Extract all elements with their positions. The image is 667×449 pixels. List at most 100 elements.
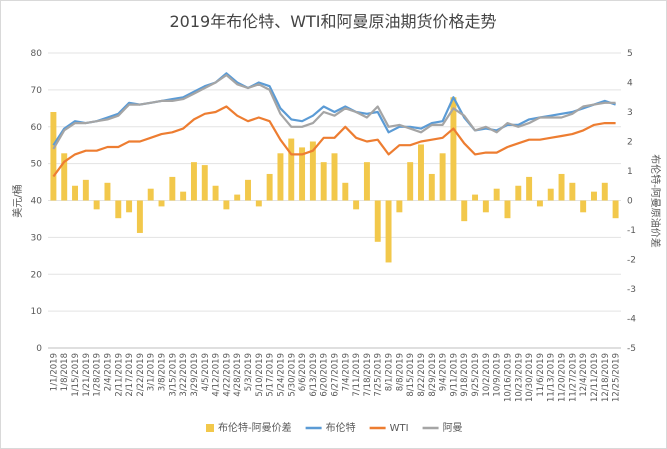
y-tick-right: -2 (627, 256, 636, 266)
spread-bar (104, 182, 111, 201)
y-tick-left: 20 (31, 270, 43, 280)
x-tick-label: 10/2/2019 (482, 353, 492, 397)
spread-bar (245, 179, 251, 201)
legend-label: 布伦特-阿曼价差 (218, 421, 292, 434)
x-tick-label: 1/1/2019 (49, 353, 59, 391)
x-tick-label: 4/12/2019 (212, 353, 222, 397)
spread-bar (558, 173, 565, 201)
spread-bar (190, 162, 197, 201)
legend-item: 布伦特 (305, 421, 356, 434)
x-tick-label: 2/22/2019 (136, 353, 146, 397)
spread-bar (385, 200, 392, 263)
y-tick-left: 10 (31, 307, 43, 317)
x-tick-label: 2/11/2019 (114, 353, 124, 397)
x-tick-label: 12/18/2019 (601, 353, 611, 402)
x-tick-label: 8/8/2019 (395, 353, 405, 391)
y-tick-left: 30 (31, 233, 43, 243)
spread-bar (569, 182, 576, 201)
x-tick-label: 8/22/2019 (417, 353, 427, 397)
y-tick-right: 3 (627, 108, 633, 118)
x-tick-label: 5/10/2019 (255, 353, 265, 397)
spread-bar (450, 97, 457, 201)
spread-bar (331, 153, 338, 201)
x-tick-label: 7/11/2019 (352, 353, 362, 397)
spread-bar (472, 194, 479, 201)
x-tick-label: 12/11/2019 (590, 353, 600, 402)
spread-bar (547, 188, 554, 201)
spread-bar (299, 147, 306, 201)
x-tick-label: 3/29/2019 (190, 353, 200, 397)
x-tick-label: 5/24/2019 (276, 353, 286, 397)
y-tick-right: 0 (627, 197, 633, 207)
legend-label: 阿曼 (443, 422, 463, 434)
spread-bar (342, 182, 349, 201)
y-tick-left: 60 (31, 123, 43, 133)
spread-bar (407, 162, 414, 201)
legend-label: 布伦特 (326, 421, 356, 434)
y-axis-right: -5 -4 -3 -2 -1 0 1 2 3 4 5 (627, 49, 636, 354)
x-tick-label: 9/25/2019 (471, 353, 481, 397)
x-tick-label: 10/30/2019 (525, 353, 535, 402)
spread-bar (136, 200, 143, 233)
y-tick-left: 40 (31, 197, 43, 207)
y-tick-right: -3 (627, 285, 636, 295)
y-tick-right: 5 (627, 49, 633, 59)
chart-title: 2019年布伦特、WTI和阿曼原油期货价格走势 (169, 12, 496, 31)
x-tick-label: 6/20/2019 (320, 353, 330, 397)
spread-bar (201, 165, 208, 201)
x-tick-label: 11/13/2019 (547, 353, 557, 402)
spread-bar (515, 185, 522, 201)
spread-bar (504, 200, 511, 219)
x-tick-label: 3/8/2019 (158, 353, 168, 391)
spread-bar (428, 173, 435, 201)
x-tick-label: 5/3/2019 (244, 353, 254, 391)
spread-bar (255, 200, 262, 207)
y-axis-left: 0 10 20 30 40 50 60 70 80 (31, 49, 43, 354)
series-line-WTI (52, 105, 616, 178)
legend-swatch (206, 424, 214, 432)
spread-bar (601, 182, 608, 201)
x-tick-label: 3/15/2019 (168, 353, 178, 397)
x-tick-label: 10/23/2019 (514, 353, 524, 402)
x-tick-label: 9/4/2019 (439, 353, 449, 391)
x-tick-label: 1/8/2018 (60, 353, 70, 391)
x-tick-label: 11/20/2019 (558, 353, 568, 402)
x-tick-label: 1/21/2019 (82, 353, 92, 397)
x-axis: 1/1/2019 1/8/2018 1/15/2019 1/21/2019 1/28/2… (49, 353, 621, 402)
y-tick-right: 4 (627, 79, 633, 89)
x-tick-label: 11/27/2019 (568, 353, 578, 402)
x-tick-label: 1/15/2019 (71, 353, 81, 397)
spread-bar (482, 200, 489, 213)
x-tick-label: 12/4/2019 (579, 353, 589, 397)
spread-bar (374, 200, 381, 242)
y-tick-right: 1 (627, 167, 633, 177)
spread-bar (580, 200, 587, 213)
spread-bar (612, 200, 619, 219)
x-tick-label: 6/6/2019 (298, 353, 308, 391)
x-tick-label: 11/6/2019 (536, 353, 546, 397)
spread-bar (61, 153, 68, 201)
y-tick-left: 80 (31, 49, 43, 59)
x-tick-label: 1/28/2019 (93, 353, 103, 397)
x-tick-label: 2/4/2019 (103, 353, 113, 391)
spread-bar (234, 194, 241, 201)
y-tick-right: -4 (627, 315, 636, 325)
x-tick-label: 3/22/2019 (179, 353, 189, 397)
spread-bar (50, 112, 57, 201)
y-axis-left-label: 美元/桶 (11, 184, 24, 217)
x-tick-label: 3/1/2019 (147, 353, 157, 391)
x-tick-label: 10/16/2019 (503, 353, 513, 402)
spread-bar (363, 162, 370, 201)
spread-bar (536, 200, 543, 207)
x-tick-label: 9/11/2019 (449, 353, 459, 397)
x-tick-label: 12/25/2019 (612, 353, 622, 402)
x-tick-label: 6/13/2019 (309, 353, 319, 397)
y-tick-left: 0 (36, 344, 42, 354)
x-tick-label: 6/27/2019 (331, 353, 341, 397)
x-tick-label: 7/25/2019 (374, 353, 384, 397)
spread-bar (353, 200, 360, 210)
x-tick-label: 5/30/2019 (287, 353, 297, 397)
x-tick-label: 4/22/2019 (222, 353, 232, 397)
x-tick-label: 4/28/2019 (233, 353, 243, 397)
spread-bar (93, 200, 100, 210)
